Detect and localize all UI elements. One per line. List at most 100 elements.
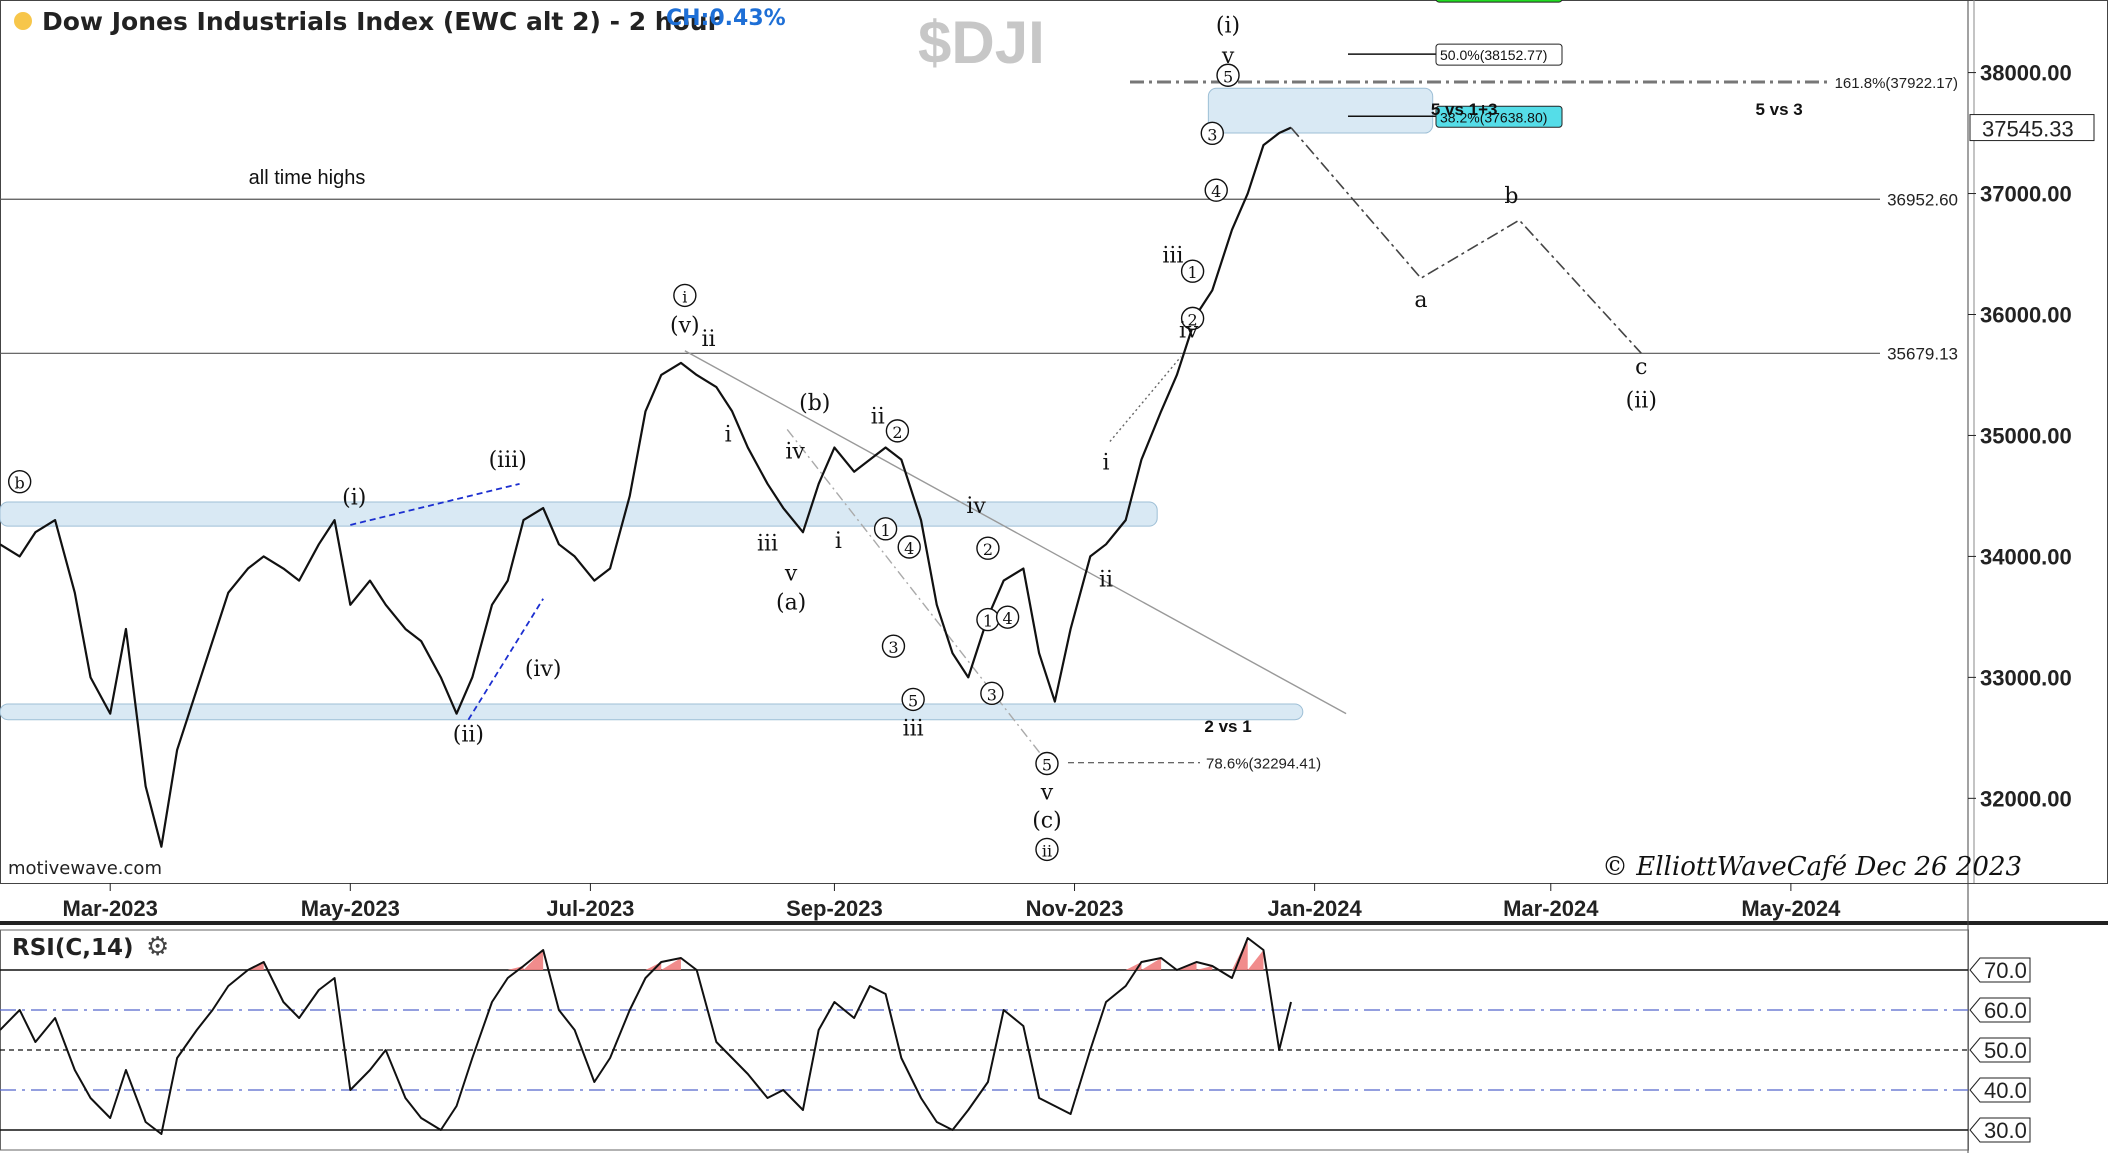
support-zone-0 (0, 501, 1158, 527)
rsi-tick-label: 30.0 (1984, 1118, 2027, 1143)
wave-label: (iv) (525, 657, 562, 682)
rsi-panel-title: RSI(C,14) (12, 935, 134, 961)
chart-annotation: all time highs (249, 167, 366, 189)
wave-label: b (1504, 184, 1518, 209)
wave-label: v (784, 562, 798, 587)
wave-label: iii (1162, 243, 1183, 268)
wave-label: b (15, 474, 25, 493)
wave-label: (c) (1032, 808, 1062, 833)
wave-label-circle (873, 517, 898, 541)
y-tick-label: 33000.00 (1980, 665, 2072, 690)
wave-label: (i) (342, 485, 366, 510)
chart-title: Dow Jones Industrials Index (EWC alt 2) … (42, 7, 720, 36)
wave-label-circle (1035, 837, 1059, 862)
rsi-tick-label: 70.0 (1984, 958, 2027, 983)
wave-label: (v) (670, 314, 700, 339)
wave-label: 3 (987, 685, 997, 704)
fib-target-label: 50.0%(38152.77) (1440, 47, 1547, 63)
wave-label-circle (976, 536, 1000, 560)
wave-label: 1 (1188, 263, 1198, 282)
gear-icon[interactable]: ⚙ (146, 932, 170, 962)
symbol-watermark: $DJI (918, 9, 1045, 76)
wave-label: ii (1042, 841, 1052, 860)
horizontal-level-label: 35679.13 (1887, 344, 1958, 363)
x-tick-label: Jul-2023 (546, 896, 634, 921)
wave-label: iv (966, 494, 986, 519)
y-tick-label: 38000.00 (1980, 61, 2072, 86)
wave-label: iv (1179, 318, 1199, 343)
rsi-tick-box (1969, 1117, 2031, 1143)
rsi-overbought-fill (1141, 958, 1162, 970)
wave-label-circle (885, 419, 910, 443)
wave-label: iii (903, 716, 924, 741)
wave-label: 5 (1223, 67, 1233, 86)
fib-target-box (1435, 105, 1563, 128)
wave-label: v (1040, 781, 1054, 806)
wave-label: (ii) (1626, 389, 1657, 414)
rsi-tick-box (1969, 957, 2031, 983)
chart-annotation: 2 vs 1 (1204, 717, 1251, 736)
rsi-overbought-fill (1231, 938, 1248, 970)
wave-label-circle (1180, 306, 1205, 331)
wave-label: i (725, 423, 732, 448)
wave-label-circle (673, 283, 697, 308)
y-tick-label: 36000.00 (1980, 302, 2072, 327)
wave-label: 5 (1042, 756, 1052, 775)
wave-label: 2 (892, 423, 902, 442)
rsi-overbought-fill (1247, 950, 1264, 970)
wave-label: (a) (776, 591, 806, 616)
wave-label: i (682, 287, 687, 306)
wave-label: ii (871, 404, 885, 429)
wave-label: (ii) (453, 722, 484, 747)
wave-label: 1 (983, 612, 993, 631)
wave-label: 4 (1211, 182, 1221, 201)
last-price-label: 37545.33 (1982, 117, 2074, 142)
wave-label-circle (1180, 259, 1205, 283)
fib-retrace-label: 78.6%(32294.41) (1206, 756, 1321, 773)
wave-label: 2 (983, 540, 993, 559)
wave-label: 1 (881, 521, 891, 540)
wave-label: 2 (1188, 310, 1198, 329)
price-series-line (0, 126, 1292, 848)
rsi-tick-box (1969, 997, 2031, 1023)
wave-label-circle (1200, 121, 1224, 146)
wave-label: 4 (1003, 609, 1013, 628)
status-dot-icon (14, 12, 32, 30)
wave-label: ii (701, 327, 715, 352)
horizontal-level-label: 36952.60 (1887, 190, 1958, 209)
wave-label: (b) (799, 391, 830, 416)
wave-label: 5 (908, 691, 918, 710)
wave-label: (i) (1216, 14, 1240, 39)
wave-label: 4 (904, 539, 914, 558)
wave-label: c (1635, 355, 1647, 380)
x-tick-label: Sep-2023 (786, 896, 883, 921)
wave-label-circle (7, 469, 32, 494)
x-tick-label: May-2023 (301, 896, 400, 921)
chart-annotation: 5 vs 1+3 (1431, 100, 1498, 119)
wave-label: 3 (1207, 125, 1217, 144)
rsi-tick-label: 40.0 (1984, 1078, 2027, 1103)
copyright-label: © ElliottWaveCafé Dec 26 2023 (1602, 852, 2023, 882)
x-tick-label: Nov-2023 (1026, 896, 1124, 921)
support-zone-2 (1207, 87, 1434, 134)
wave-label: (iii) (489, 448, 527, 473)
rsi-overbought-fill (645, 962, 662, 970)
trendline (467, 598, 544, 721)
fib-extension-label: 161.8%(37922.17) (1835, 75, 1958, 92)
source-label: motivewave.com (8, 858, 162, 879)
trendline (1109, 356, 1182, 442)
x-tick-label: Jan-2024 (1268, 896, 1363, 921)
price-panel-frame (0, 0, 2108, 884)
rsi-panel-frame (0, 929, 1969, 1151)
wave-label-circle (897, 535, 921, 559)
wave-label: v (1221, 44, 1235, 69)
wave-label: 3 (888, 638, 898, 657)
wave-label-circle (1216, 63, 1240, 87)
wave-label-circle (1204, 178, 1228, 202)
change-percent: CH:0.43% (666, 6, 786, 31)
x-tick-label: Mar-2024 (1503, 896, 1599, 921)
rsi-series-line (0, 937, 1292, 1135)
trendline (350, 482, 520, 526)
wave-label-circle (980, 681, 1004, 706)
